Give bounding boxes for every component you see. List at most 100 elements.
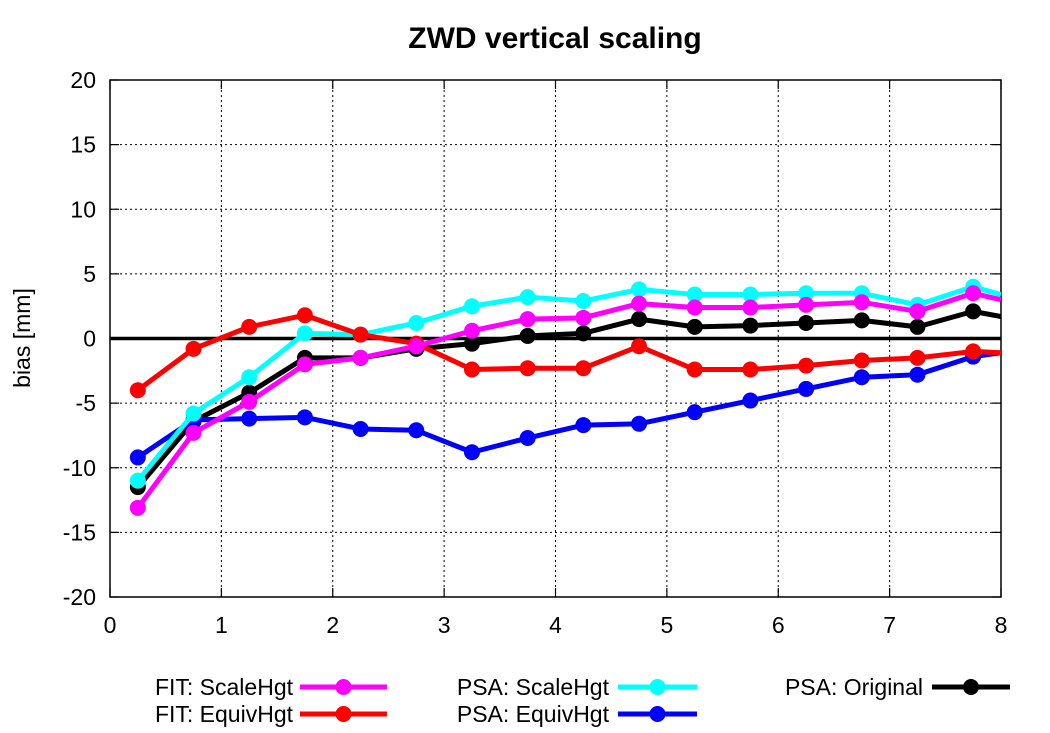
data-point: [742, 361, 759, 378]
x-tick-label: 3: [438, 612, 451, 638]
plot-area: [129, 278, 1001, 516]
data-point: [185, 340, 202, 357]
data-point: [185, 424, 202, 441]
x-tick-label: 0: [104, 612, 117, 638]
data-point: [241, 393, 258, 410]
data-point: [686, 404, 703, 421]
data-point: [798, 296, 815, 313]
data-point: [575, 360, 592, 377]
data-point: [853, 369, 870, 386]
data-point: [853, 312, 870, 329]
legend-item: PSA: ScaleHgt: [457, 674, 697, 700]
data-point: [519, 327, 536, 344]
data-point: [296, 307, 313, 324]
data-point: [631, 338, 648, 355]
data-point: [352, 349, 369, 366]
chart-title: ZWD vertical scaling: [408, 22, 701, 55]
x-tick-label: 8: [995, 612, 1008, 638]
axes: 0 1 2 3 4 5 6 7 8 -20 -15 -10 -5 0 5 10 15 20: [63, 67, 1008, 638]
legend-item: PSA: Original: [785, 674, 1010, 700]
data-point: [296, 409, 313, 426]
data-point: [631, 281, 648, 298]
y-tick-label: -20: [63, 584, 96, 610]
y-tick-label: 10: [70, 196, 96, 222]
data-point: [965, 303, 982, 320]
data-point: [631, 415, 648, 432]
data-point: [909, 366, 926, 383]
data-point: [463, 361, 480, 378]
data-point: [853, 294, 870, 311]
series-fit-scalehgt: [129, 285, 1001, 516]
data-point: [575, 293, 592, 310]
data-point: [296, 356, 313, 373]
legend-swatch-marker: [335, 706, 352, 722]
legend-item: FIT: ScaleHgt: [155, 674, 387, 700]
data-point: [241, 318, 258, 335]
data-point: [408, 338, 425, 355]
data-point: [909, 349, 926, 366]
data-point: [798, 380, 815, 397]
series-psa-original: [129, 303, 1001, 496]
data-point: [742, 299, 759, 316]
data-point: [798, 357, 815, 374]
x-tick-label: 6: [772, 612, 785, 638]
legend-label: PSA: ScaleHgt: [457, 674, 610, 700]
data-point: [798, 314, 815, 331]
data-point: [742, 392, 759, 409]
data-point: [129, 499, 146, 516]
legend-swatch-marker: [649, 679, 666, 695]
data-point: [463, 322, 480, 339]
data-point: [686, 361, 703, 378]
data-point: [408, 422, 425, 439]
data-point: [965, 285, 982, 302]
data-point: [686, 318, 703, 335]
data-point: [853, 352, 870, 369]
data-point: [575, 309, 592, 326]
data-point: [909, 303, 926, 320]
data-point: [463, 298, 480, 315]
y-tick-label: 15: [70, 132, 96, 158]
legend-swatch-marker: [649, 706, 666, 722]
legend-swatch-marker: [335, 679, 352, 695]
x-tick-label: 2: [326, 612, 339, 638]
x-tick-label: 4: [549, 612, 562, 638]
data-point: [686, 286, 703, 303]
y-tick-label: -10: [63, 455, 96, 481]
y-tick-label: 20: [70, 67, 96, 93]
y-tick-label: -5: [76, 390, 96, 416]
data-point: [686, 299, 703, 316]
data-point: [129, 382, 146, 399]
data-point: [463, 335, 480, 352]
data-point: [129, 449, 146, 466]
data-point: [519, 289, 536, 306]
legend-item: FIT: EquivHgt: [155, 701, 387, 727]
data-point: [352, 326, 369, 343]
data-point: [352, 420, 369, 437]
data-point: [296, 325, 313, 342]
data-point: [519, 360, 536, 377]
data-point: [965, 343, 982, 360]
data-point: [575, 325, 592, 342]
legend-item: PSA: EquivHgt: [457, 701, 697, 727]
plot-frame: [109, 79, 1002, 598]
data-point: [408, 314, 425, 331]
legend-label: PSA: Original: [785, 674, 923, 700]
data-point: [463, 444, 480, 461]
data-point: [241, 369, 258, 386]
data-point: [185, 405, 202, 422]
x-tick-label: 1: [215, 612, 228, 638]
legend-label: FIT: EquivHgt: [155, 701, 294, 727]
y-axis-label: bias [mm]: [9, 288, 35, 388]
legend-swatch-marker: [963, 679, 979, 695]
x-tick-label: 5: [660, 612, 673, 638]
legend-label: PSA: EquivHgt: [457, 701, 610, 727]
data-point: [798, 285, 815, 302]
data-point: [742, 317, 759, 334]
x-tick-label: 7: [883, 612, 896, 638]
y-tick-label: -15: [63, 519, 96, 545]
y-tick-label: 5: [83, 261, 96, 287]
data-point: [241, 410, 258, 427]
legend-label: FIT: ScaleHgt: [155, 674, 294, 700]
